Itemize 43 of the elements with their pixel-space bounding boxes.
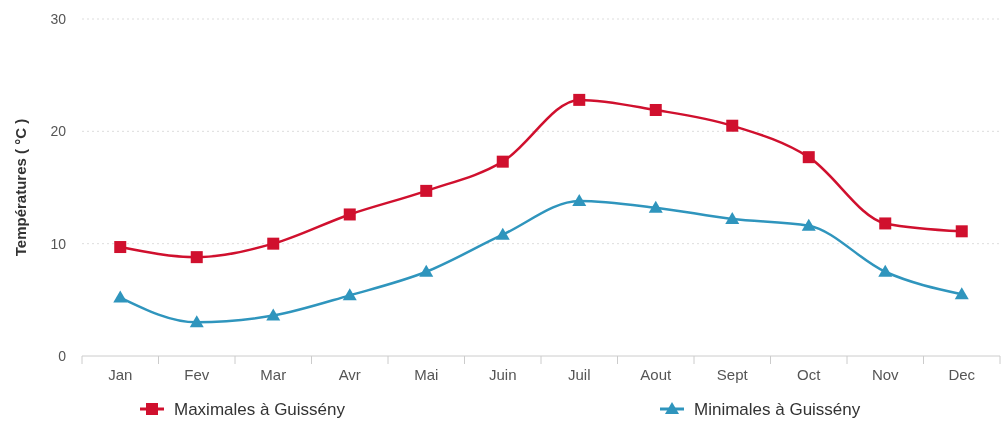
point — [189, 315, 204, 328]
point — [420, 184, 433, 197]
x-tick-label: Juil — [567, 366, 591, 383]
x-tick-label: Jan — [108, 366, 133, 383]
point — [648, 200, 663, 213]
point — [802, 151, 815, 164]
x-tick-label: Oct — [797, 366, 822, 383]
point — [266, 308, 281, 321]
point — [419, 264, 434, 277]
x-tick-label: Sept — [716, 366, 749, 383]
point — [878, 264, 893, 277]
point — [496, 155, 509, 168]
point — [343, 208, 356, 221]
x-tick-label: Mai — [414, 366, 439, 383]
point — [801, 218, 816, 231]
x-tick-label: Dec — [948, 366, 976, 383]
legend-label: Maximales à Guissény — [174, 400, 346, 419]
y-tick-label: 10 — [50, 235, 67, 252]
point — [342, 288, 357, 301]
x-tick-label: Aout — [640, 366, 673, 383]
point — [726, 119, 739, 132]
x-tick-label: Juin — [488, 366, 517, 383]
point — [114, 241, 127, 254]
x-tick-label: Nov — [871, 366, 900, 383]
point — [955, 225, 968, 238]
y-tick-label: 20 — [50, 123, 67, 140]
y-tick-label: 30 — [50, 11, 67, 27]
point — [649, 103, 662, 116]
point — [572, 193, 587, 206]
point — [113, 290, 128, 303]
y-tick-label: 0 — [58, 348, 67, 364]
point — [495, 227, 510, 240]
point — [954, 287, 969, 300]
point — [725, 211, 740, 224]
x-tick-label: Avr — [338, 366, 361, 383]
x-tick-label: Mar — [260, 366, 287, 383]
y-axis-title: Températures ( °C ) — [12, 118, 29, 257]
point — [879, 217, 892, 230]
point — [267, 237, 280, 250]
legend-label: Minimales à Guissény — [694, 400, 861, 419]
x-tick-label: Fev — [184, 366, 210, 383]
point — [573, 93, 586, 106]
point — [190, 251, 203, 264]
